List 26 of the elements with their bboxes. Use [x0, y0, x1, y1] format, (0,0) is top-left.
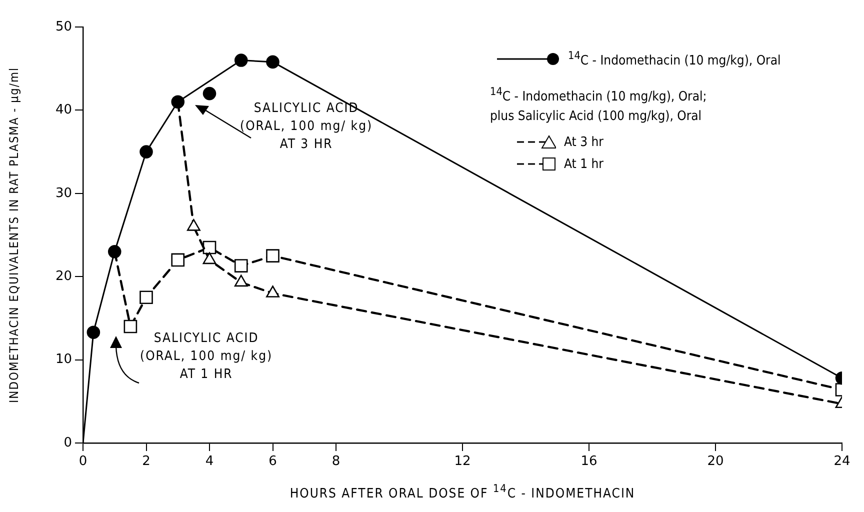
y-tick-label: 30 [55, 186, 72, 201]
y-axis-title: INDOMETHACIN EQUIVALENTS IN RAT PLASMA - μg/ml [7, 66, 21, 404]
x-tick-label: 2 [142, 454, 150, 470]
y-tick-label: 40 [55, 102, 72, 118]
annotation: SALICYLIC ACID (ORAL, 100 mg/ kg) AT 3 HR [240, 100, 373, 154]
x-tick-label: 12 [454, 454, 471, 470]
legend-entry: $^{14}$C - Indomethacin (10 mg/kg), Oral [490, 48, 781, 70]
x-tick-label: 16 [580, 454, 598, 470]
x-tick-label: 6 [268, 454, 277, 470]
legend-entry: At 3 hr [490, 131, 781, 154]
x-axis-title: HOURS AFTER ORAL DOSE OF $^{14}$C - INDOMETHACIN [288, 482, 636, 502]
legend-label: $^{14}$C - Indomethacin (10 mg/kg), Oral [568, 49, 781, 69]
x-tick-label: 20 [707, 454, 724, 470]
legend-label: At 1 hr [564, 156, 604, 172]
y-tick-label: 20 [55, 268, 72, 284]
y-tick-label: 10 [55, 352, 72, 368]
legend-title: $^{14}$C - Indomethacin (10 mg/kg), Oral; plus Salicylic Acid (100 mg/kg), Oral [490, 84, 708, 126]
y-tick-label: 50 [55, 19, 72, 34]
x-tick-label: 4 [205, 454, 214, 470]
annotation: SALICYLIC ACID (ORAL, 100 mg/ kg) AT 1 HR [140, 330, 273, 384]
x-tick-label: 24 [834, 454, 850, 470]
x-tick-label: 8 [332, 454, 340, 470]
y-tick-label: 0 [64, 435, 72, 450]
x-tick-label: 0 [78, 454, 88, 470]
legend-label: At 3 hr [564, 134, 604, 150]
legend-entry: At 1 hr [490, 153, 781, 176]
